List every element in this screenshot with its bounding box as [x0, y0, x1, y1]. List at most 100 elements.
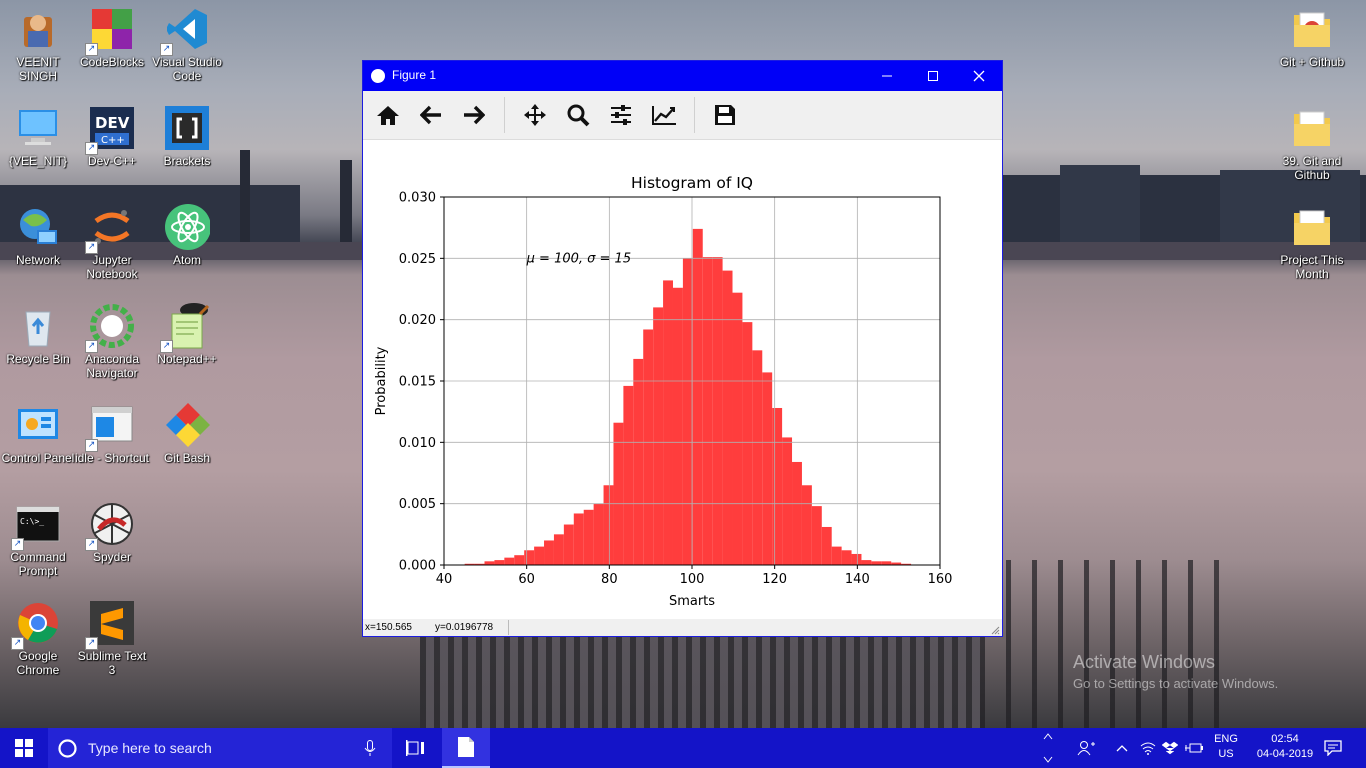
control-panel-icon	[15, 402, 61, 448]
minimize-button[interactable]	[864, 61, 910, 91]
pan-button[interactable]	[518, 99, 552, 131]
histogram-bar	[514, 555, 525, 565]
input-language-button[interactable]: ENG US	[1206, 728, 1246, 768]
dropbox-tray-button[interactable]	[1158, 728, 1182, 768]
histogram-bar	[732, 292, 743, 565]
scroll-arrows[interactable]	[1040, 728, 1056, 768]
desktop-icon-39-git-and-github-folder[interactable]: 39. Git and Github	[1274, 99, 1350, 191]
histogram-chart[interactable]: 40 60 80 100 120 140 160 0.000 0.005 0.010 0.015 0.…	[363, 140, 1002, 619]
histogram-bar	[474, 563, 485, 565]
dropbox-icon	[1162, 741, 1178, 755]
figure-canvas[interactable]: 40 60 80 100 120 140 160 0.000 0.005 0.010 0.015 0.…	[363, 140, 1002, 619]
zoom-button[interactable]	[561, 99, 595, 131]
matplotlib-logo-icon	[371, 69, 385, 83]
window-titlebar[interactable]: Figure 1	[363, 61, 1002, 91]
sublime-icon: ↗	[85, 600, 135, 650]
desktop-icon-network[interactable]: Network	[0, 198, 76, 290]
desktop-icon-git-bash[interactable]: Git Bash	[149, 396, 225, 488]
desktop-icon-this-pc[interactable]: {VEE_NIT}	[0, 99, 76, 191]
histogram-bar	[643, 329, 654, 565]
desktop-icon-devcpp[interactable]: DEV C++ ↗ Dev-C++	[74, 99, 150, 191]
histogram-bar	[742, 322, 753, 565]
histogram-bar	[762, 372, 773, 565]
histogram-bar	[633, 358, 644, 565]
action-center-button[interactable]	[1310, 728, 1356, 768]
save-button[interactable]	[708, 99, 742, 131]
start-button[interactable]	[0, 728, 48, 768]
desktop-icon-idle[interactable]: ↗ idle - Shortcut	[74, 396, 150, 488]
x-tick-label: 100	[680, 572, 705, 587]
svg-text:DEV: DEV	[95, 114, 130, 132]
forward-button[interactable]	[457, 99, 491, 131]
cortana-circle-icon	[58, 739, 77, 758]
desktop-icon-jupyter[interactable]: ↗ Jupyter Notebook	[74, 198, 150, 290]
taskbar-figure-app[interactable]	[442, 728, 490, 768]
shortcut-arrow-icon: ↗	[85, 340, 98, 353]
edit-axis-button[interactable]	[647, 99, 681, 131]
histogram-bar	[663, 280, 673, 565]
histogram-bar	[484, 561, 495, 565]
icon-label: Jupyter Notebook	[86, 253, 138, 281]
home-button[interactable]	[371, 99, 405, 131]
git-bash-icon	[164, 402, 210, 448]
close-button[interactable]	[956, 61, 1002, 91]
desktop-icon-command-prompt[interactable]: C:\>_ ↗ Command Prompt	[0, 495, 76, 587]
icon-label: Network	[15, 253, 60, 267]
histogram-bar	[891, 562, 902, 565]
shortcut-arrow-icon: ↗	[11, 538, 24, 551]
desktop-icon-atom[interactable]: Atom	[149, 198, 225, 290]
maximize-button[interactable]	[910, 61, 956, 91]
clock-time: 02:54	[1271, 733, 1299, 745]
histogram-bar	[613, 422, 624, 565]
desktop-icon-google-chrome[interactable]: ↗ Google Chrome	[0, 594, 76, 686]
resize-grip-icon[interactable]	[990, 625, 1000, 635]
histogram-bar	[811, 506, 822, 565]
railing-image	[980, 560, 1240, 728]
notepadpp-icon: ↗	[160, 303, 210, 353]
clock-button[interactable]: 02:54 04-04-2019	[1248, 728, 1322, 768]
shortcut-arrow-icon: ↗	[160, 43, 173, 56]
spyder-icon: ↗	[85, 501, 135, 551]
histogram-bar	[831, 546, 842, 565]
desktop-icon-brackets[interactable]: Brackets	[149, 99, 225, 191]
desktop-icon-anaconda[interactable]: ↗ Anaconda Navigator	[74, 297, 150, 389]
desktop-icon-veenit-singh[interactable]: VEENIT SINGH	[0, 0, 76, 92]
desktop-icon-notepadpp[interactable]: ↗ Notepad++	[149, 297, 225, 389]
folder-icon	[1289, 204, 1335, 250]
icon-label: Spyder	[92, 550, 132, 564]
battery-tray-button[interactable]	[1182, 728, 1206, 768]
taskbar-search-box[interactable]: Type here to search	[48, 728, 392, 768]
figure-window[interactable]: Figure 1	[362, 60, 1003, 637]
desktop-icon-sublime-text[interactable]: ↗ Sublime Text 3	[74, 594, 150, 686]
wifi-tray-button[interactable]	[1136, 728, 1160, 768]
shortcut-arrow-icon: ↗	[160, 340, 173, 353]
people-icon	[1077, 741, 1095, 756]
desktop-icon-project-this-month-folder[interactable]: Project This Month	[1274, 198, 1350, 290]
desktop-icon-recycle-bin[interactable]: Recycle Bin	[0, 297, 76, 389]
keyboard-layout: US	[1218, 748, 1234, 760]
icon-label: CodeBlocks	[79, 55, 145, 69]
icon-label: Git + Github	[1279, 55, 1345, 69]
histogram-bar	[593, 503, 604, 565]
network-icon	[15, 204, 61, 250]
configure-subplots-button[interactable]	[604, 99, 638, 131]
clock-date: 04-04-2019	[1256, 748, 1314, 760]
desktop-icon-vscode[interactable]: ↗ Visual Studio Code	[149, 0, 225, 92]
shortcut-arrow-icon: ↗	[85, 637, 98, 650]
y-tick-label: 0.005	[399, 497, 436, 512]
desktop-icon-git-github-folder[interactable]: Git + Github	[1274, 0, 1350, 92]
microphone-icon[interactable]	[364, 740, 376, 757]
histogram-bar	[851, 553, 862, 565]
histogram-bar	[494, 560, 505, 565]
jupyter-icon: ↗	[85, 204, 135, 254]
desktop-icon-codeblocks[interactable]: ↗ CodeBlocks	[74, 0, 150, 92]
desktop-icon-control-panel[interactable]: Control Panel	[0, 396, 76, 488]
user-folder-icon	[15, 6, 61, 52]
y-tick-label: 0.025	[399, 252, 436, 267]
task-view-icon	[406, 740, 424, 756]
task-view-button[interactable]	[392, 728, 440, 768]
back-button[interactable]	[414, 99, 448, 131]
show-hidden-icons-button[interactable]	[1110, 728, 1134, 768]
people-button[interactable]	[1064, 728, 1108, 768]
desktop-icon-spyder[interactable]: ↗ Spyder	[74, 495, 150, 587]
